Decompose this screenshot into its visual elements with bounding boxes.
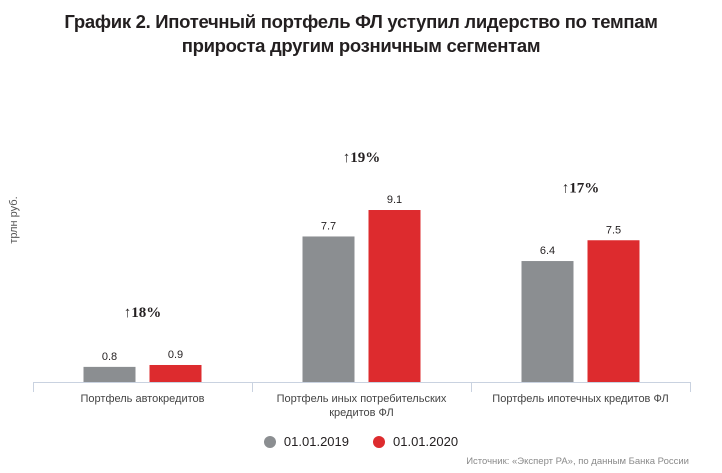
bar-01-01-2020-0 (149, 364, 202, 382)
data-label: 6.4 (540, 245, 555, 257)
legend: 01.01.2019 01.01.2020 (0, 434, 722, 449)
legend-item-2019: 01.01.2019 (263, 434, 349, 449)
x-tick-label: Портфель ипотечных кредитов ФЛ (492, 393, 668, 405)
legend-marker-2019 (263, 435, 276, 448)
data-label: 0.8 (102, 351, 117, 363)
data-label: 0.9 (168, 349, 183, 361)
legend-marker-2020 (373, 435, 385, 448)
legend-label-2020: 01.01.2020 (393, 434, 459, 449)
bar-01-01-2020-1 (368, 210, 421, 382)
bar-01-01-2019-2 (521, 261, 574, 382)
growth-annotation: ↑17% (562, 180, 600, 196)
bar-01-01-2019-0 (83, 366, 136, 382)
x-tick-label: Портфель автокредитов (81, 393, 205, 405)
data-label: 7.5 (606, 224, 621, 236)
bar-01-01-2019-1 (302, 236, 355, 382)
data-label: 7.7 (321, 220, 336, 232)
chart-title: График 2. Ипотечный портфель ФЛ уступил … (0, 10, 722, 58)
legend-item-2020: 01.01.2020 (373, 434, 458, 449)
x-tick-label: Портфель иных потребительских (277, 393, 447, 405)
data-label: 9.1 (387, 194, 402, 206)
bar-01-01-2020-2 (587, 240, 640, 382)
growth-annotation: ↑18% (124, 305, 162, 321)
source-note: Источник: «Эксперт РА», по данным Банка … (466, 456, 689, 467)
legend-label-2019: 01.01.2019 (283, 434, 349, 449)
chart-title-line-2: прироста другим розничным сегментам (181, 35, 541, 56)
growth-annotation: ↑19% (343, 150, 381, 166)
x-tick-label: кредитов ФЛ (329, 407, 394, 419)
chart-title-line-1: График 2. Ипотечный портфель ФЛ уступил … (64, 11, 658, 32)
bar-chart: 0.8 0.9 ↑18% Портфель автокредитов 7.7 9.1 ↑19… (33, 150, 691, 419)
